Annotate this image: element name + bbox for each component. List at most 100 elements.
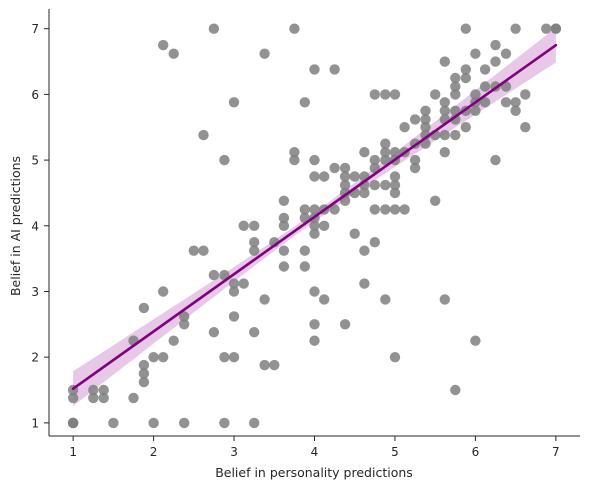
data-point: [249, 220, 260, 231]
data-point: [269, 359, 280, 371]
data-point: [409, 162, 421, 174]
data-point: [470, 89, 481, 100]
data-point: [299, 204, 310, 215]
data-point: [299, 97, 310, 108]
data-point: [349, 228, 360, 239]
data-point: [228, 352, 240, 363]
data-point: [369, 237, 380, 248]
data-point: [138, 376, 150, 388]
data-point: [168, 335, 179, 346]
data-point: [479, 81, 491, 92]
data-point: [349, 171, 360, 182]
data-point: [460, 23, 471, 34]
y-axis-label: Belief in AI predictions: [8, 156, 23, 296]
data-point: [228, 311, 240, 322]
data-point: [369, 204, 380, 215]
data-point: [67, 417, 79, 429]
data-point: [259, 359, 270, 371]
data-point: [329, 204, 340, 215]
data-point: [389, 171, 401, 182]
regression-line: [71, 43, 558, 391]
data-point: [329, 64, 340, 75]
data-point: [369, 154, 380, 166]
x-tick-label: 6: [472, 445, 480, 459]
data-point: [219, 417, 230, 429]
data-point: [439, 105, 450, 117]
data-point: [88, 392, 99, 404]
x-tick-label: 2: [150, 445, 158, 459]
data-point: [309, 204, 320, 215]
data-point: [278, 245, 290, 256]
data-point: [319, 220, 330, 231]
data-point: [520, 89, 531, 100]
data-point: [238, 220, 249, 231]
data-point: [409, 114, 421, 125]
data-point: [309, 64, 320, 75]
data-point: [249, 327, 260, 338]
data-point: [380, 179, 391, 191]
data-point: [450, 384, 461, 396]
data-point: [67, 392, 79, 404]
x-axis-label: Belief in personality predictions: [215, 465, 413, 480]
data-point: [278, 220, 290, 231]
y-tick-label: 3: [31, 285, 39, 299]
data-point: [228, 278, 240, 289]
data-point: [208, 269, 220, 281]
data-point: [430, 195, 441, 206]
data-point: [259, 294, 270, 305]
data-point: [490, 39, 501, 51]
data-point: [550, 23, 562, 34]
regression-line-layer: [71, 43, 558, 391]
data-point: [490, 56, 501, 67]
data-point: [359, 245, 370, 256]
data-point: [219, 352, 230, 363]
data-point: [158, 352, 169, 363]
data-point: [309, 319, 320, 330]
data-point: [289, 23, 300, 34]
data-point: [299, 245, 310, 256]
data-point: [138, 368, 150, 379]
data-point: [88, 384, 99, 396]
data-points-layer: [67, 23, 562, 429]
data-point: [289, 147, 300, 158]
y-tick-label: 2: [31, 351, 39, 365]
x-tick-label: 7: [552, 445, 560, 459]
y-tick-label: 5: [31, 154, 39, 168]
data-point: [309, 154, 320, 166]
data-point: [188, 245, 199, 256]
data-point: [319, 171, 330, 182]
data-point: [470, 48, 481, 59]
data-point: [278, 261, 290, 272]
data-point: [420, 122, 431, 133]
data-point: [219, 154, 230, 166]
data-point: [420, 114, 431, 125]
data-point: [138, 359, 150, 371]
data-point: [369, 179, 380, 191]
data-point: [309, 335, 320, 346]
data-point: [490, 154, 501, 166]
data-point: [339, 171, 351, 182]
data-point: [148, 417, 159, 429]
data-point: [500, 48, 512, 59]
data-point: [339, 162, 351, 174]
data-point: [420, 105, 431, 117]
data-point: [439, 97, 450, 108]
data-point: [389, 179, 401, 191]
data-point: [249, 417, 260, 429]
data-point: [309, 286, 320, 297]
y-tick-label: 1: [31, 416, 39, 430]
data-point: [158, 286, 169, 297]
data-point: [179, 311, 190, 322]
data-point: [399, 122, 410, 133]
data-point: [380, 294, 391, 305]
data-point: [500, 97, 512, 108]
data-point: [389, 204, 401, 215]
x-tick-label: 3: [230, 445, 238, 459]
data-point: [309, 220, 320, 231]
data-point: [228, 97, 240, 108]
data-point: [98, 384, 109, 396]
data-point: [439, 56, 450, 67]
data-point: [470, 335, 481, 346]
data-point: [148, 352, 159, 363]
data-point: [450, 89, 461, 100]
